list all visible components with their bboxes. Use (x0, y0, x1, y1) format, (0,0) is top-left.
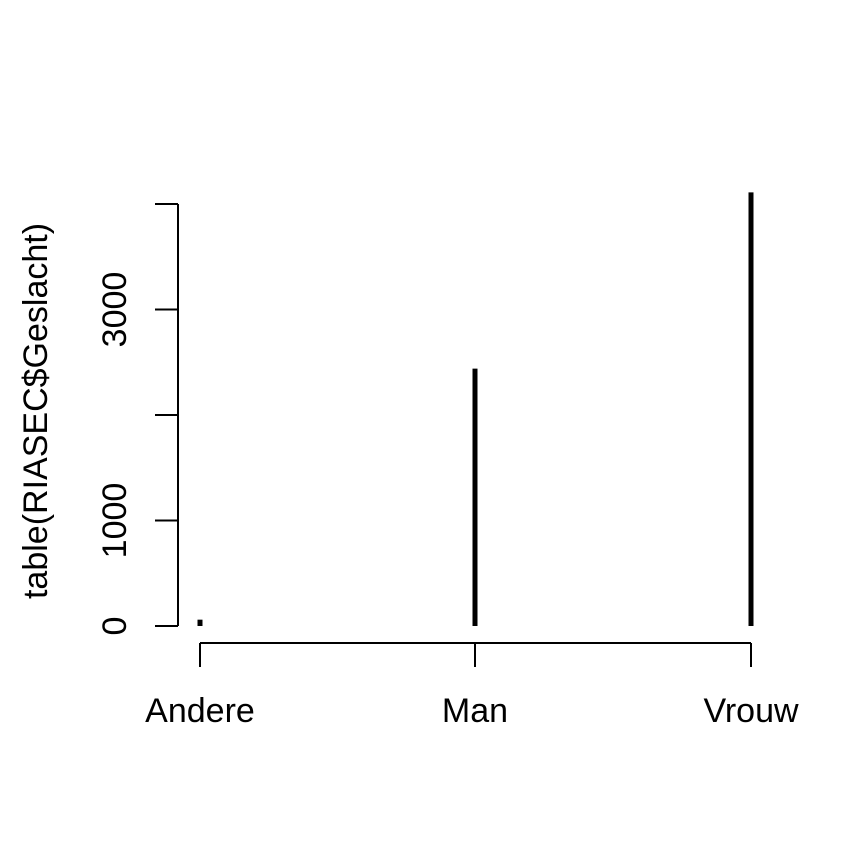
y-axis: 0 1000 3000 (96, 203, 179, 636)
x-tick-label: Vrouw (703, 692, 799, 730)
bars (197, 192, 754, 626)
y-tick-label: 1000 (96, 483, 134, 559)
x-tick-label: Man (442, 692, 508, 730)
y-tick-label: 0 (96, 617, 134, 636)
x-tick-label: Andere (145, 692, 255, 730)
y-tick-label: 3000 (96, 272, 134, 348)
x-axis: Andere Man Vrouw (145, 642, 799, 730)
y-axis-title: table(RIASEC$Geslacht) (17, 223, 55, 599)
